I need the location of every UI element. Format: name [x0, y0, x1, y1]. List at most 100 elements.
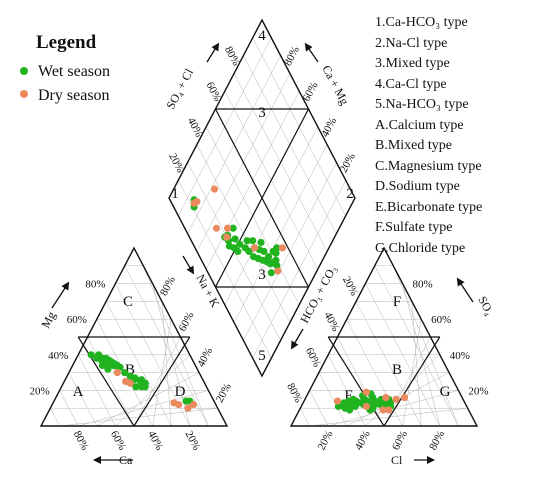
grid-line: [365, 283, 441, 427]
cation-triangle: [39, 246, 229, 427]
key-chloride-type: G.Chloride type: [375, 241, 465, 256]
anion-cl-tick: 80%: [427, 429, 447, 452]
so4-axis-label: SO₄: [475, 294, 497, 318]
wet-diamond-point: [273, 262, 281, 270]
wet-diamond-point: [236, 240, 244, 248]
anion-region-b: B: [392, 362, 402, 378]
dry-anion-point: [385, 406, 393, 414]
anion-region-e: E: [344, 388, 353, 404]
wet-diamond-point: [272, 256, 280, 264]
cation-na-tick: 80%: [158, 274, 178, 297]
key-mixed-type-b: B.Mixed type: [375, 138, 452, 153]
wet-diamond-point: [264, 253, 273, 261]
anion-hco3-tick: 80%: [284, 381, 304, 404]
dry-diamond-point: [250, 244, 259, 252]
diamond-camg-tick: 40%: [319, 116, 339, 139]
ca-mg-axis-label: Ca + Mg: [319, 63, 351, 107]
dry-anion-point: [392, 395, 400, 403]
key-ca-cl-type: 4.Ca-Cl type: [375, 77, 447, 92]
wet-anion-point: [345, 406, 354, 414]
wet-cation-point: [104, 365, 112, 373]
dry-cation-point: [175, 401, 183, 409]
wet-cation-point: [87, 351, 95, 359]
dry-anion-point: [382, 393, 390, 402]
wet-diamond-point: [249, 237, 257, 245]
cation-ca-tick: 80%: [71, 429, 91, 452]
region-boundary: [77, 336, 135, 427]
diamond-camg-tick: 80%: [282, 44, 302, 67]
anion-so4-tick: 20%: [468, 385, 488, 397]
grid-line: [300, 408, 310, 427]
dry-cation-point: [126, 379, 134, 387]
grid-line: [309, 390, 329, 427]
wet-anion-point: [369, 404, 377, 412]
dry-anion-point: [333, 397, 342, 405]
cation-region-b: B: [125, 362, 135, 378]
wet-cation-point: [113, 361, 121, 370]
dry-diamond-point: [274, 267, 282, 275]
wet-anion-point: [351, 402, 359, 411]
dry-cation-point: [113, 369, 121, 377]
cation-mg-tick: 40%: [48, 350, 68, 362]
diamond-region-1: 1: [171, 186, 179, 202]
data-points: [87, 185, 409, 414]
key-ca-hco3-type: 1.Ca-HCO₃ type: [375, 15, 468, 30]
so4-cl-axis-arrow: [206, 42, 220, 63]
cation-mg-tick: 80%: [85, 279, 105, 291]
anion-hco3-tick: 60%: [303, 346, 323, 369]
so4-axis-arrow: [456, 277, 474, 303]
ca-mg-axis-arrow: [304, 42, 319, 63]
dry-diamond-point: [223, 224, 232, 232]
wet-anion-point: [377, 399, 385, 407]
grid-line: [411, 301, 422, 427]
grid-line: [318, 372, 348, 427]
grid-line: [77, 354, 116, 427]
grid-line: [124, 265, 209, 427]
wet-cation-point: [182, 397, 190, 405]
type-key: 1.Ca-HCO₃ type 2.Na-Cl type 3.Mixed type…: [375, 15, 482, 256]
wet-cation-point: [95, 351, 103, 359]
wet-cation-point: [141, 379, 149, 387]
dry-diamond-point: [278, 244, 287, 252]
cation-ca-tick: 60%: [108, 429, 128, 452]
diamond-region-5: 5: [258, 348, 266, 364]
anion-hco3-tick: 40%: [321, 310, 341, 333]
grid-line: [59, 390, 79, 427]
dry-anion-point: [362, 388, 370, 396]
diamond-camg-tick: 60%: [301, 80, 321, 103]
na-k-axis-arrow: [182, 255, 195, 275]
wet-anion-point: [384, 401, 392, 409]
mg-axis-arrow: [51, 281, 70, 309]
legend-dry-season-marker: [20, 90, 28, 98]
so4-cl-axis-label: SO₄ + Cl: [163, 66, 196, 112]
diamond-region-3-upper: 3: [258, 105, 266, 121]
anion-so4-tick: 40%: [450, 350, 470, 362]
grid-line: [68, 372, 98, 427]
key-sulfate-type: F.Sulfate type: [375, 220, 452, 235]
cation-region-d: D: [175, 384, 186, 400]
wet-diamond-point: [225, 242, 234, 250]
mg-axis-label: Mg: [38, 309, 58, 330]
key-mixed-type: 3.Mixed type: [375, 56, 450, 71]
anion-so4-tick: 60%: [431, 314, 451, 326]
wet-anion-point: [359, 393, 368, 402]
grid-line: [327, 354, 366, 427]
legend-wet-season-label: Wet season: [38, 63, 110, 80]
anion-cl-tick: 60%: [390, 429, 410, 452]
grid-line: [50, 408, 60, 427]
wet-diamond-point: [241, 244, 249, 252]
cation-ca-tick: 40%: [145, 429, 165, 452]
anion-triangle: [289, 246, 479, 427]
grid-line: [355, 301, 422, 427]
cation-na-tick: 20%: [214, 381, 234, 404]
wet-diamond-point: [267, 269, 275, 277]
dry-anion-point: [400, 393, 409, 402]
grid-line: [143, 265, 209, 427]
region-boundary: [133, 336, 191, 427]
wet-diamond-point: [257, 238, 265, 247]
cation-mg-tick: 60%: [67, 314, 87, 326]
diamond-camg-tick: 20%: [338, 151, 358, 174]
anion-cl-tick: 40%: [353, 429, 373, 452]
anion-cl-tick: 20%: [316, 429, 336, 452]
